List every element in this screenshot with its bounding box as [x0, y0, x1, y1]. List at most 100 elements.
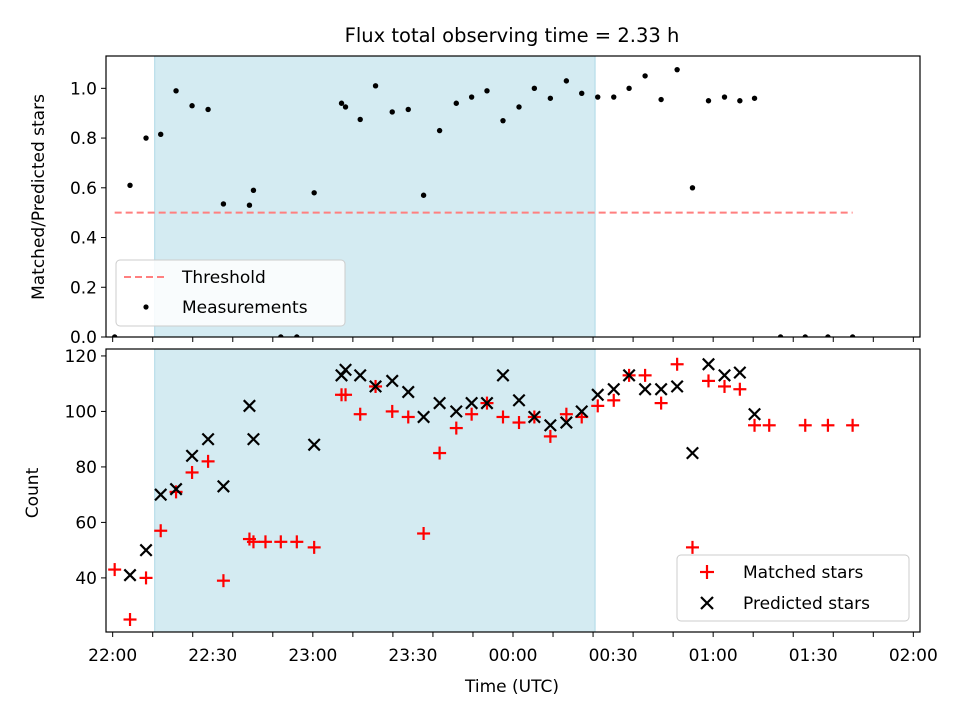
data-point-predicted — [307, 438, 321, 452]
x-tick-label: 22:30 — [188, 646, 237, 666]
y-tick-label-top: 0.8 — [70, 129, 97, 149]
data-point-predicted — [417, 410, 431, 424]
legend-matched-swatch — [700, 565, 714, 579]
data-point — [468, 94, 475, 100]
data-point — [751, 95, 758, 101]
data-point-predicted — [385, 374, 399, 388]
data-point — [484, 88, 490, 94]
series-1-top — [111, 66, 856, 337]
data-point-predicted — [139, 543, 153, 557]
y-axis-label-count: Count — [23, 467, 43, 518]
data-point-matched — [685, 540, 699, 554]
data-point-matched — [654, 396, 668, 410]
data-point — [721, 94, 728, 100]
data-point-matched — [154, 524, 168, 538]
data-point — [579, 90, 585, 97]
data-point — [563, 78, 570, 84]
data-point — [825, 334, 831, 337]
data-point — [205, 106, 211, 113]
y-tick-label-top: 0.2 — [70, 278, 97, 298]
data-point — [595, 94, 601, 100]
data-point-predicted — [654, 382, 668, 396]
x-tick-label: 00:00 — [489, 646, 538, 666]
data-point-predicted — [433, 396, 447, 410]
data-point — [250, 187, 257, 193]
data-point-matched — [258, 535, 272, 549]
y-tick-label-top: 1.0 — [70, 79, 97, 99]
y-tick-label-bottom: 80 — [75, 458, 97, 478]
legend-measurements-swatch — [143, 304, 149, 310]
data-point — [737, 98, 743, 104]
data-point — [294, 334, 300, 337]
data-point-predicted — [480, 396, 494, 410]
data-point — [389, 109, 395, 115]
data-point-predicted — [353, 368, 367, 382]
data-point — [658, 96, 664, 103]
data-point-predicted — [670, 379, 684, 393]
data-point-predicted — [369, 379, 383, 393]
x-tick-label: 22:00 — [88, 646, 137, 666]
data-point — [802, 334, 808, 337]
data-point-predicted — [543, 418, 557, 432]
data-point — [436, 127, 443, 134]
data-point-predicted — [638, 382, 652, 396]
x-tick-label: 00:30 — [589, 646, 638, 666]
y-tick-label-top: 0.0 — [70, 328, 97, 348]
data-point-predicted — [449, 404, 463, 418]
data-point — [626, 85, 632, 92]
data-point-matched — [762, 418, 776, 432]
x-tick-label: 02:00 — [889, 646, 938, 666]
data-point — [357, 116, 363, 123]
data-point — [420, 192, 427, 198]
data-point-matched — [821, 418, 835, 432]
data-point-predicted — [154, 488, 168, 502]
data-point — [311, 190, 317, 196]
x-tick-label: 01:00 — [689, 646, 738, 666]
data-point-predicted — [185, 449, 199, 463]
data-point-predicted — [559, 416, 573, 430]
data-point-matched — [139, 571, 153, 585]
y-tick-label-bottom: 40 — [75, 569, 97, 589]
data-point — [453, 100, 459, 106]
y-tick-label-top: 0.6 — [70, 179, 97, 199]
data-point-matched — [846, 418, 860, 432]
data-point — [278, 334, 284, 337]
data-point-matched — [670, 357, 684, 371]
x-tick-label: 01:30 — [789, 646, 838, 666]
data-point-matched — [169, 485, 183, 499]
y-tick-label-bottom: 120 — [65, 347, 97, 367]
data-point-matched — [465, 407, 479, 421]
data-point-predicted — [622, 368, 636, 382]
data-point-predicted — [733, 366, 747, 380]
data-point-matched — [433, 446, 447, 460]
data-point — [173, 88, 179, 94]
data-point-predicted — [718, 368, 731, 382]
data-point-predicted — [686, 446, 699, 460]
data-point — [189, 103, 195, 109]
data-point — [547, 95, 554, 101]
data-point-matched — [246, 535, 260, 549]
data-point-predicted — [216, 479, 230, 493]
data-point-matched — [274, 535, 288, 549]
data-point-matched — [401, 410, 415, 424]
legend-measurements-label: Measurements — [182, 298, 308, 318]
data-point-matched — [512, 416, 526, 430]
data-point-matched — [607, 393, 621, 407]
data-point — [611, 94, 617, 100]
data-point-predicted — [607, 382, 621, 396]
data-point-matched — [339, 388, 353, 402]
data-point — [516, 104, 522, 110]
data-point-predicted — [246, 432, 260, 446]
data-point — [405, 106, 411, 113]
legend-matched-label: Matched stars — [743, 563, 863, 583]
data-point — [143, 135, 149, 141]
x-axis-label-time: Time (UTC) — [464, 677, 559, 697]
data-point-matched — [216, 574, 230, 588]
data-point-predicted — [401, 385, 415, 399]
y-axis-label-ratio: Matched/Predicted stars — [29, 94, 49, 300]
data-point-predicted — [465, 396, 479, 410]
data-point-predicted — [575, 404, 589, 418]
y-tick-label-bottom: 60 — [75, 513, 97, 533]
data-point-matched — [385, 404, 399, 418]
